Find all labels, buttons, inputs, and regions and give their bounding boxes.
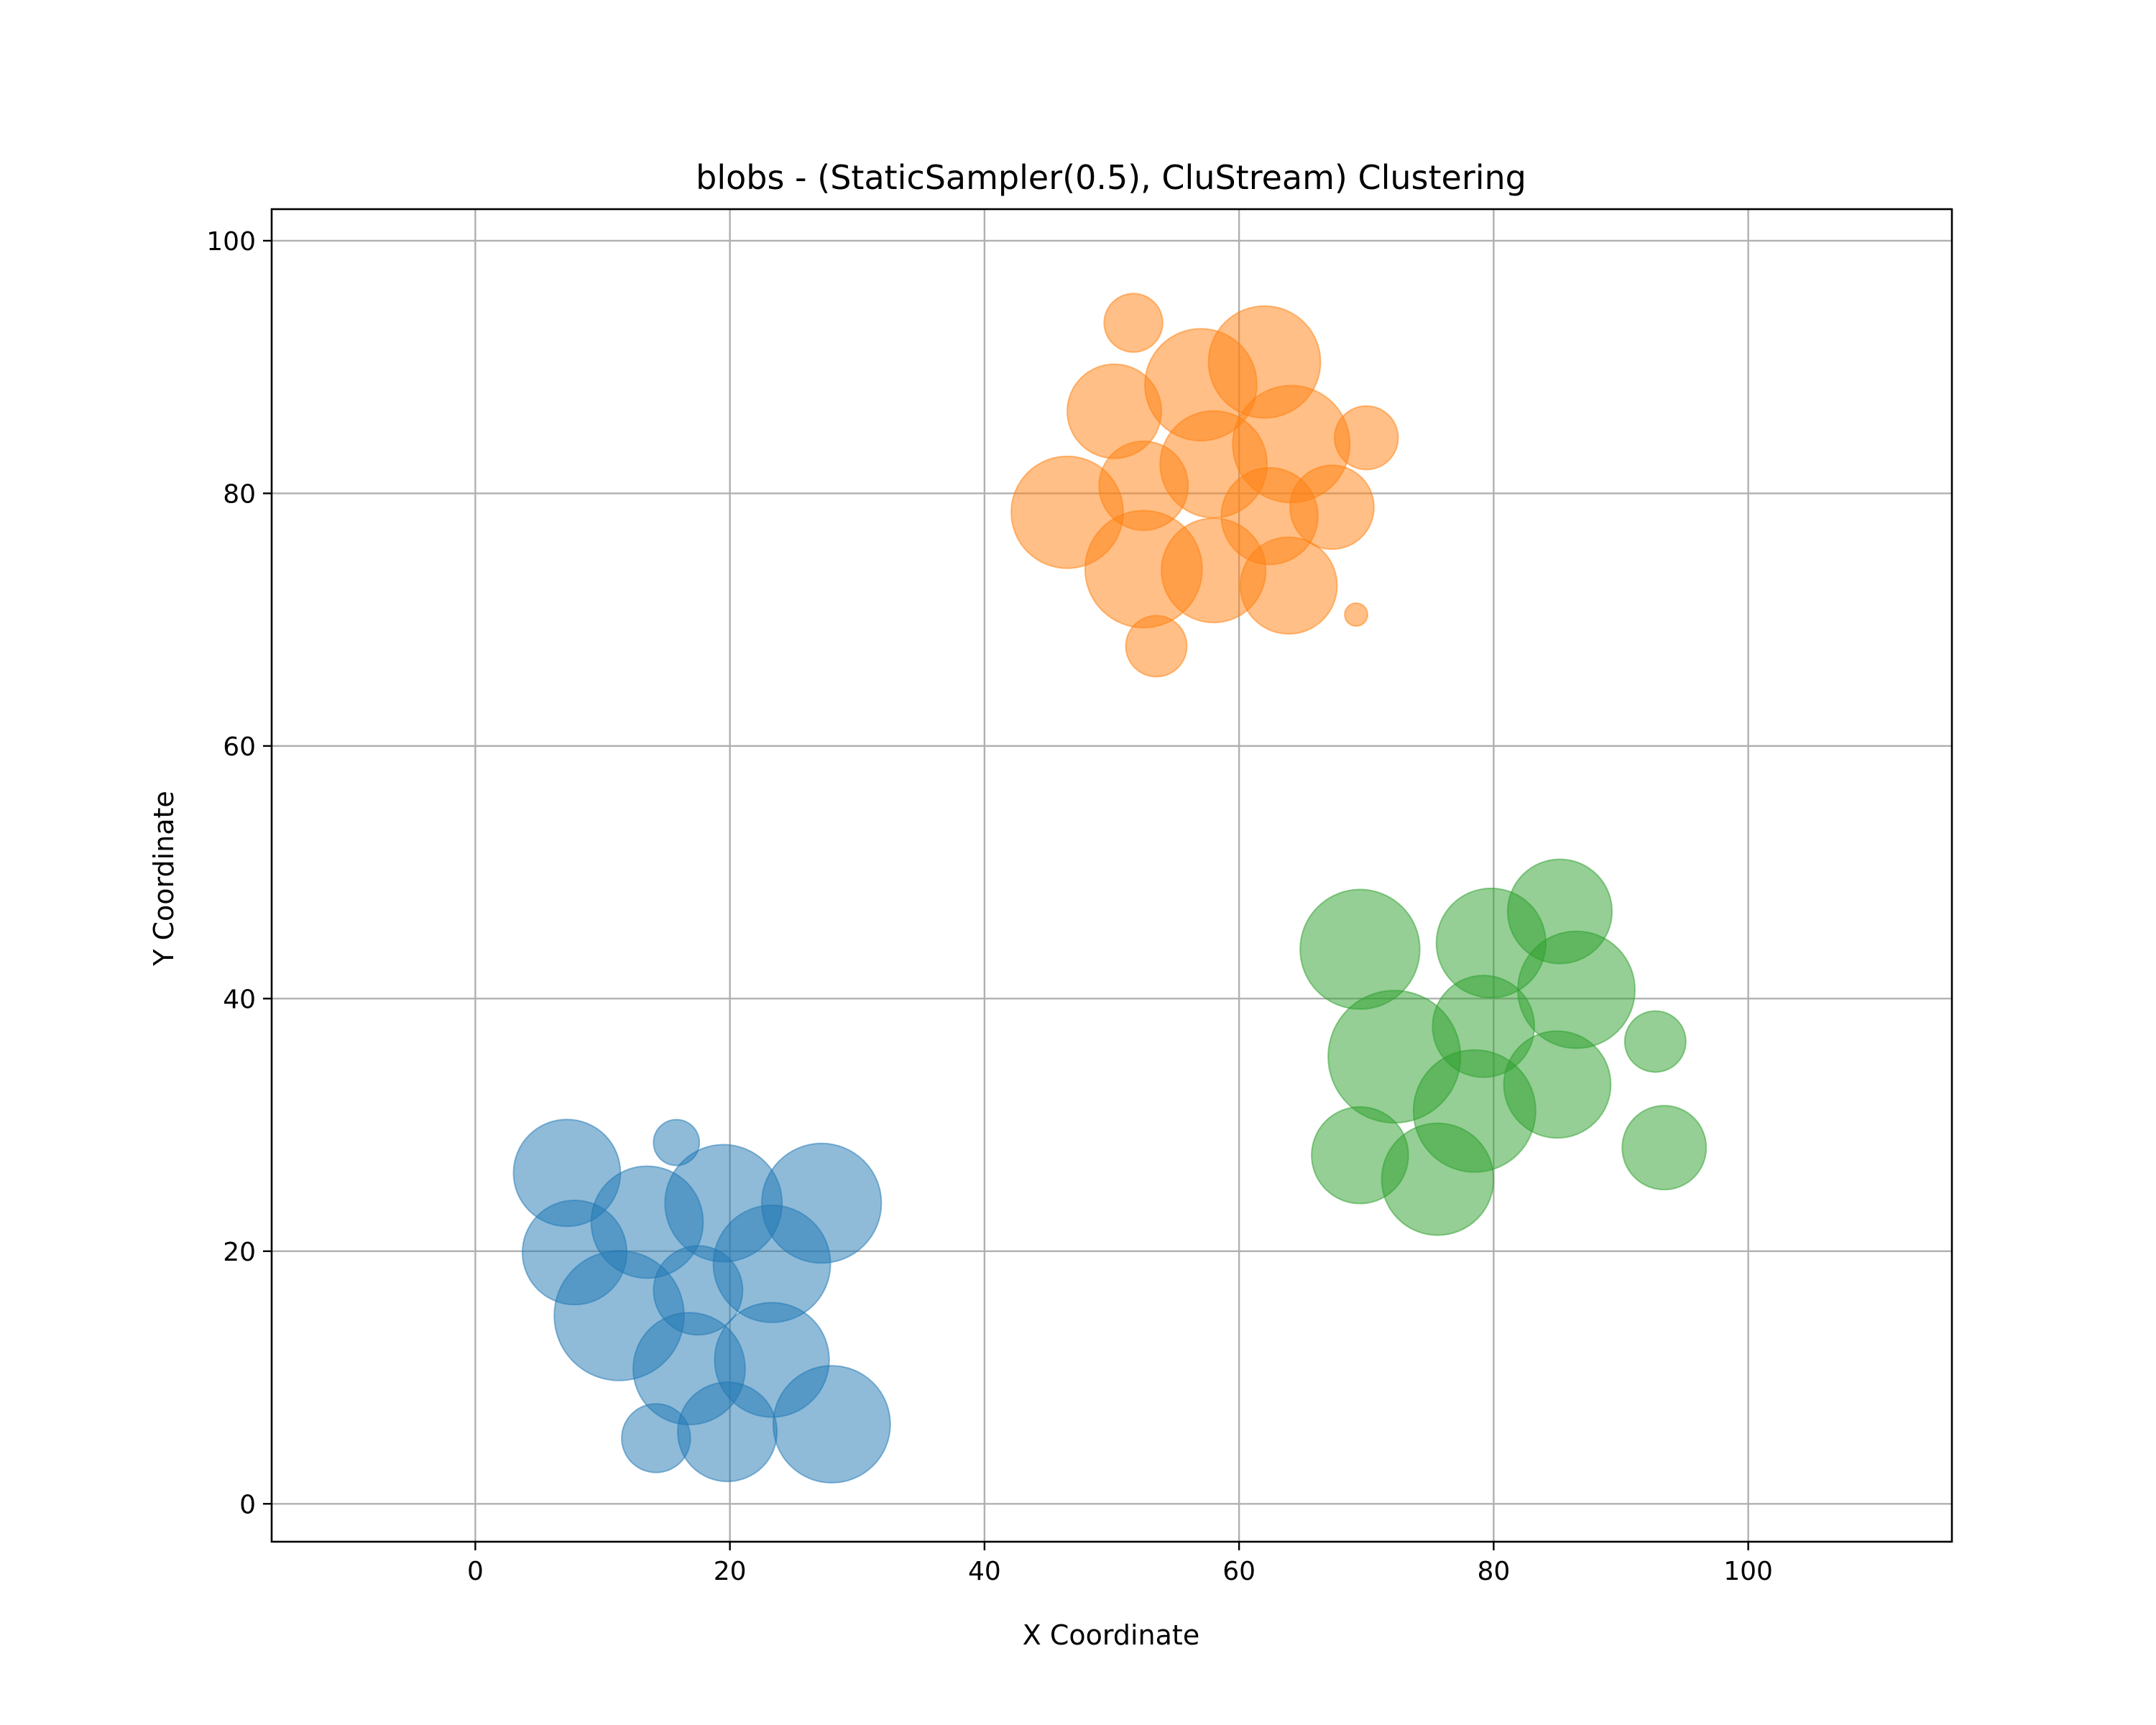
x-tick-label: 20 [714, 1557, 747, 1586]
x-tick-label: 60 [1222, 1557, 1256, 1586]
data-points [512, 293, 1708, 1484]
y-tick-label: 60 [223, 732, 256, 762]
plot-frame [270, 208, 1953, 1543]
series-3 [1299, 858, 1708, 1236]
cluster-point [1623, 1010, 1687, 1073]
cluster-point [1344, 602, 1369, 627]
chart-title: blobs - (StaticSampler(0.5), CluStream) … [696, 158, 1526, 197]
y-tick-label: 20 [223, 1238, 256, 1267]
cluster-point [1289, 464, 1375, 551]
cluster-point [1381, 1122, 1495, 1236]
x-axis-title: X Coordinate [1023, 1619, 1199, 1651]
cluster-point [1621, 1105, 1708, 1191]
cluster-point [1239, 536, 1338, 635]
grid-lines [272, 209, 1952, 1542]
series-2 [1010, 293, 1399, 678]
y-tick-label: 80 [223, 479, 256, 509]
y-axis-title: Y Coordinate [148, 791, 180, 967]
cluster-point [1333, 405, 1399, 471]
cluster-point [1517, 930, 1636, 1049]
cluster-point [772, 1365, 891, 1484]
series-1 [512, 1118, 891, 1484]
x-tick-label: 80 [1477, 1557, 1510, 1586]
x-tick-label: 100 [1723, 1557, 1773, 1586]
cluster-point [1103, 293, 1164, 353]
y-tick-label: 100 [206, 227, 256, 257]
x-tick-label: 0 [467, 1557, 484, 1586]
y-tick-label: 0 [239, 1490, 256, 1519]
y-tick-label: 40 [223, 985, 256, 1014]
cluster-point [1125, 615, 1188, 678]
x-tick-label: 40 [968, 1557, 1001, 1586]
cluster-point [653, 1118, 701, 1167]
axis-ticks: 0 20 40 60 80 100 0 20 40 60 80 100 [206, 227, 1773, 1586]
cluster-point [677, 1381, 778, 1483]
